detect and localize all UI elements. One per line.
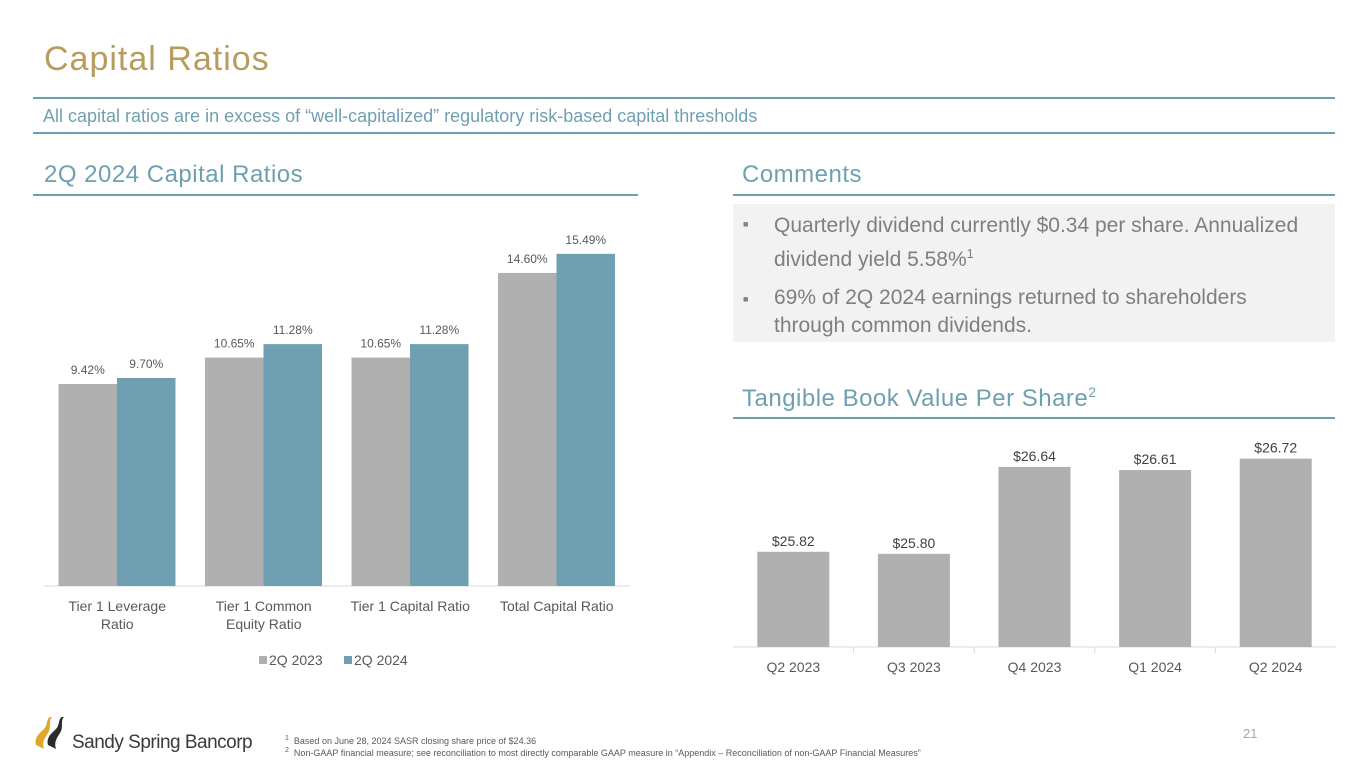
category-label: Q2 2024 bbox=[1249, 659, 1303, 675]
title-divider bbox=[33, 97, 1335, 99]
bar bbox=[757, 551, 830, 647]
data-label: 9.70% bbox=[129, 357, 163, 371]
footnote-2: 2 Non-GAAP financial measure; see reconc… bbox=[285, 747, 921, 758]
bar-2q-2024 bbox=[117, 377, 176, 586]
category-label: Ratio bbox=[101, 616, 134, 632]
category-label: Q4 2023 bbox=[1008, 659, 1062, 675]
bar-2q-2023 bbox=[351, 357, 410, 586]
page-subtitle: All capital ratios are in excess of “wel… bbox=[43, 106, 758, 126]
category-label: Tier 1 Common bbox=[216, 598, 312, 614]
data-label: $26.61 bbox=[1134, 451, 1177, 467]
data-label: $25.80 bbox=[892, 535, 935, 551]
tbv-section-title: Tangible Book Value Per Share2 bbox=[742, 384, 1097, 412]
bullet-square-icon: ■ bbox=[743, 219, 749, 229]
page-number: 21 bbox=[1243, 726, 1258, 741]
category-label: Total Capital Ratio bbox=[500, 598, 614, 614]
comment-item: 69% of 2Q 2024 earnings returned to shar… bbox=[774, 286, 1247, 337]
logo-text: Sandy Spring Bancorp bbox=[72, 732, 253, 753]
legend-label: 2Q 2023 bbox=[269, 652, 323, 668]
page-title: Capital Ratios bbox=[44, 40, 270, 78]
capital-ratios-chart: 9.42% 9.70% Tier 1 Leverage Ratio 10.65% 11.2… bbox=[44, 233, 630, 668]
comments-divider bbox=[733, 194, 1335, 196]
left-section-divider bbox=[33, 194, 638, 196]
category-label: Q3 2023 bbox=[887, 659, 941, 675]
bar bbox=[1119, 470, 1192, 647]
data-label: 9.42% bbox=[71, 363, 105, 377]
bar bbox=[877, 553, 950, 647]
bar-2q-2023 bbox=[58, 383, 117, 586]
data-label: $25.82 bbox=[772, 533, 815, 549]
data-label: 11.28% bbox=[273, 323, 313, 337]
data-label: $26.64 bbox=[1013, 448, 1056, 464]
data-label: 11.28% bbox=[419, 323, 459, 337]
logo-mark-icon bbox=[35, 717, 64, 749]
category-label: Tier 1 Capital Ratio bbox=[351, 598, 471, 614]
tbv-chart: $25.82 Q2 2023 $25.80 Q3 2023 $26.64 Q4 2023 $… bbox=[733, 440, 1336, 675]
category-label: Q2 2023 bbox=[766, 659, 820, 675]
capital-ratios-section-title: 2Q 2024 Capital Ratios bbox=[44, 161, 304, 188]
legend-swatch bbox=[259, 656, 267, 664]
comment-item: Quarterly dividend currently $0.34 per s… bbox=[774, 214, 1299, 271]
bullet-square-icon: ■ bbox=[743, 294, 749, 304]
category-label: Tier 1 Leverage bbox=[68, 598, 166, 614]
bar bbox=[998, 466, 1071, 647]
bar-2q-2024 bbox=[556, 253, 615, 586]
data-label: 10.65% bbox=[360, 337, 401, 351]
data-label: $26.72 bbox=[1254, 440, 1297, 456]
footnote-1: 1 Based on June 28, 2024 SASR closing sh… bbox=[285, 735, 537, 746]
bar bbox=[1239, 458, 1312, 647]
legend-label: 2Q 2024 bbox=[354, 652, 408, 668]
bar-2q-2024 bbox=[263, 344, 322, 586]
comments-box: ■ Quarterly dividend currently $0.34 per… bbox=[733, 204, 1335, 342]
subtitle-divider bbox=[33, 132, 1335, 134]
data-label: 14.60% bbox=[507, 252, 548, 266]
data-label: 15.49% bbox=[565, 233, 606, 247]
bar-2q-2023 bbox=[498, 272, 557, 586]
comments-section-title: Comments bbox=[742, 161, 863, 188]
tbv-divider bbox=[733, 417, 1335, 419]
bar-2q-2023 bbox=[205, 357, 264, 586]
bar-2q-2024 bbox=[410, 344, 469, 586]
category-label: Equity Ratio bbox=[226, 616, 302, 632]
data-label: 10.65% bbox=[214, 337, 255, 351]
legend-swatch bbox=[344, 656, 352, 664]
category-label: Q1 2024 bbox=[1128, 659, 1182, 675]
